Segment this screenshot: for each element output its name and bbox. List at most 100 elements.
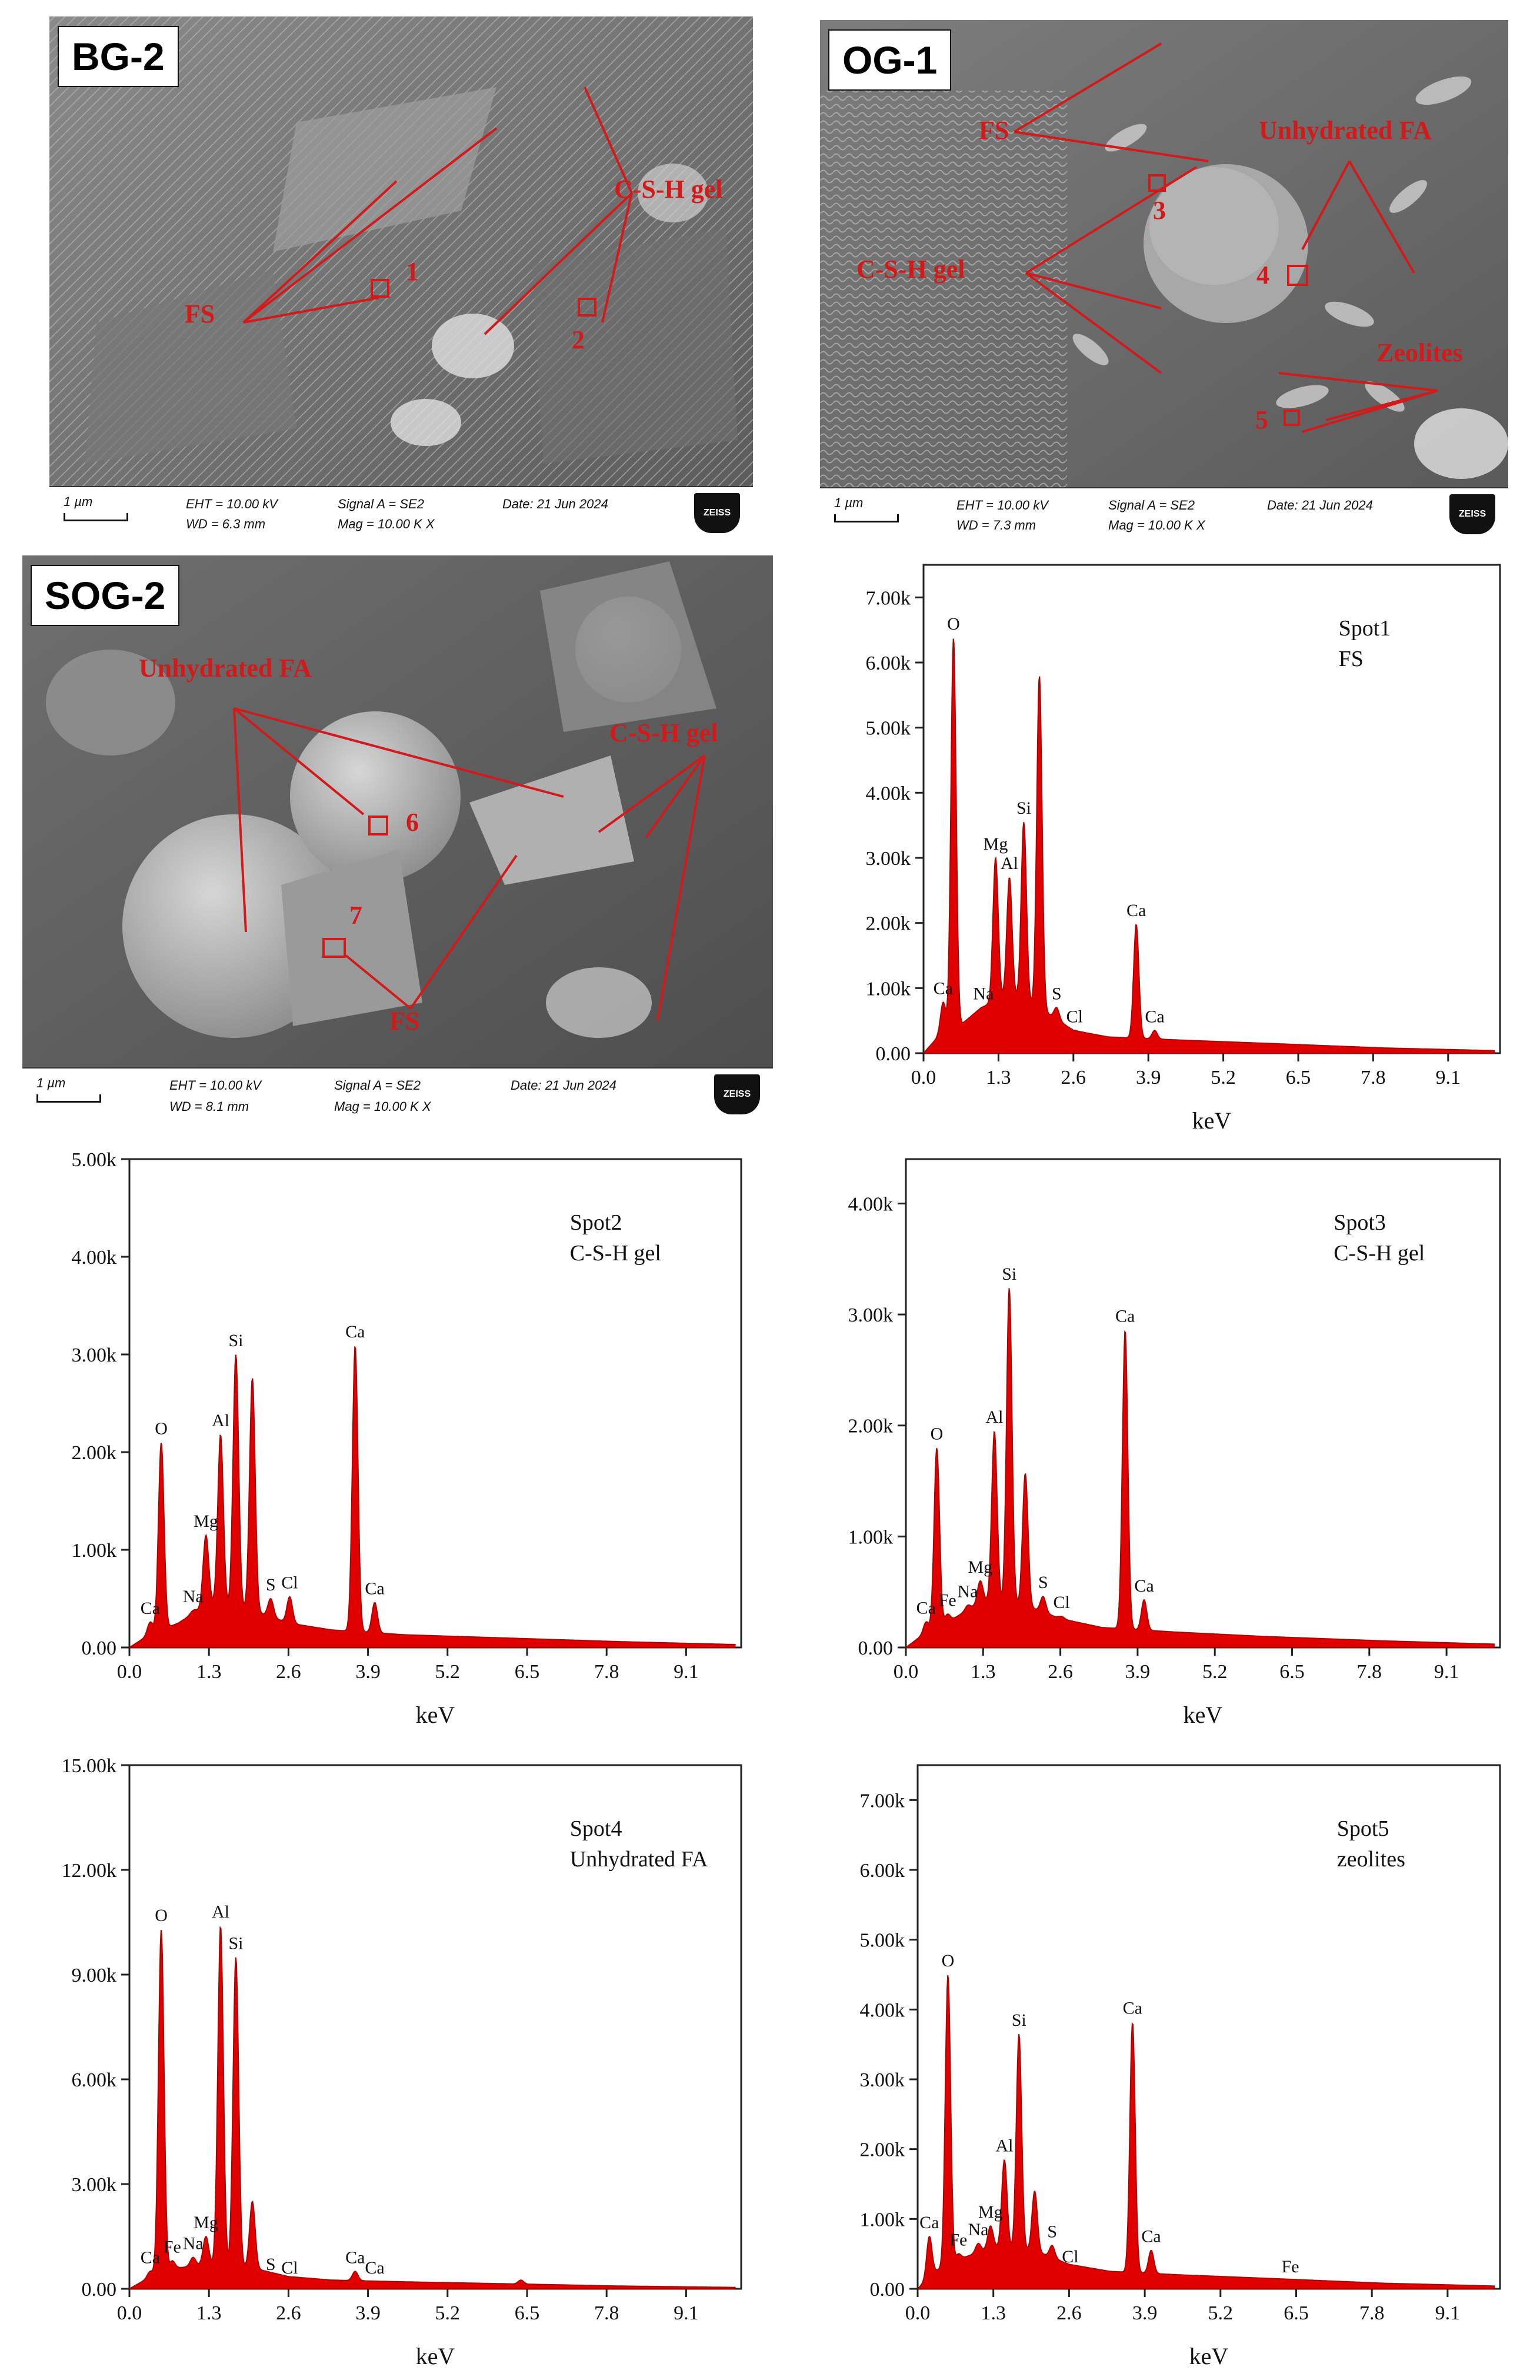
spectrum-area	[922, 638, 1495, 1054]
date-value: Date: 21 Jun 2024	[511, 1078, 616, 1093]
x-axis-label: keV	[1184, 1702, 1223, 1728]
x-tick-label: 0.0	[117, 2302, 142, 2324]
x-tick-label: 0.0	[911, 1067, 936, 1089]
x-tick-label: 1.3	[196, 1661, 222, 1683]
peak-label-al: Al	[212, 1902, 229, 1922]
chart-subtitle: FS	[1339, 647, 1364, 671]
y-tick-label: 2.00k	[72, 1442, 117, 1464]
x-tick-label: 3.9	[355, 2302, 381, 2324]
x-tick-label: 1.3	[986, 1067, 1011, 1089]
x-tick-label: 7.8	[594, 2302, 619, 2324]
y-tick-label: 3.00k	[848, 1304, 894, 1326]
eht-value: EHT = 10.00 kV	[169, 1078, 261, 1093]
peak-label-na: Na	[958, 1582, 978, 1601]
scale-bar	[36, 1094, 101, 1103]
spot-number-6: 6	[406, 808, 419, 837]
spot-number-5: 5	[1255, 405, 1268, 434]
spot-number-2: 2	[572, 325, 585, 354]
peak-label-mg: Mg	[968, 1557, 992, 1577]
annotation-fs: FS	[185, 299, 215, 328]
spectrum-area	[904, 1288, 1495, 1648]
peak-label-ca: Ca	[934, 979, 953, 998]
x-tick-label: 3.9	[355, 1661, 381, 1683]
chart-subtitle: Unhydrated FA	[570, 1847, 708, 1872]
annotation-unhydrated-fa: Unhydrated FA	[139, 654, 312, 683]
sem-panel-sog2: SOG-2 Unhydrated FA C-S-H gel FS 6 7 1 µ…	[22, 555, 773, 1126]
eds-chart: 0.0 1.3 2.6 3.9 5.2 6.5 7.8 9.1 0.00 1.00k 2.00k 3.…	[72, 1149, 742, 1728]
x-tick-label: 2.6	[276, 2302, 301, 2324]
peak-label-ca: Ca	[919, 2213, 939, 2232]
eds-spectrum-spot1: 0.0 1.3 2.6 3.9 5.2 6.5 7.8 9.1 0.00 1.00k 2.00k 3.…	[812, 547, 1524, 1141]
x-axis-label: keV	[416, 1702, 455, 1728]
y-tick-label: 3.00k	[866, 848, 911, 870]
signal-value: Signal A = SE2	[1108, 498, 1195, 512]
x-axis-label: keV	[1189, 2343, 1229, 2369]
y-tick-label: 0.00	[858, 1637, 894, 1659]
peak-label-fe: Fe	[949, 2231, 967, 2250]
x-tick-label: 2.6	[1056, 2302, 1082, 2324]
x-tick-label: 9.1	[1435, 2302, 1461, 2324]
eds-spectrum-spot3: 0.0 1.3 2.6 3.9 5.2 6.5 7.8 9.1 0.00 1.00k 2.00k 3.…	[794, 1141, 1524, 1736]
y-tick-label: 15.00k	[62, 1755, 117, 1777]
x-tick-label: 2.6	[1048, 1661, 1073, 1683]
peak-label-ca: Ca	[916, 1599, 936, 1618]
peak-label-ca: Ca	[365, 1579, 384, 1599]
peak-label-fe: Fe	[939, 1590, 956, 1610]
eds-spectrum-spot4: 0.0 1.3 2.6 3.9 5.2 6.5 7.8 9.1 0.00 3.00k 6.00k 9.…	[18, 1747, 765, 2377]
sem-micrograph	[820, 20, 1508, 488]
peak-label-na: Na	[968, 2220, 988, 2239]
y-tick-label: 9.00k	[72, 1965, 117, 1986]
annotation-fs: FS	[389, 1007, 420, 1036]
peak-label-si: Si	[1002, 1264, 1016, 1284]
signal-value: Signal A = SE2	[334, 1078, 421, 1093]
x-tick-label: 6.5	[515, 1661, 540, 1683]
peak-label-ca: Ca	[345, 2248, 365, 2267]
peak-label-ca: Ca	[141, 1599, 160, 1618]
peak-label-s: S	[1052, 984, 1062, 1004]
scale-bar	[64, 513, 128, 521]
annotation-csh-gel: C-S-H gel	[856, 255, 965, 284]
x-tick-label: 7.8	[594, 1661, 619, 1683]
spot-number-7: 7	[349, 901, 362, 930]
x-tick-label: 0.0	[905, 2302, 931, 2324]
y-tick-label: 5.00k	[72, 1149, 117, 1171]
eds-chart: 0.0 1.3 2.6 3.9 5.2 6.5 7.8 9.1 0.00 1.00k 2.00k 3.…	[848, 1158, 1501, 1728]
y-tick-label: 7.00k	[860, 1790, 905, 1812]
eds-chart: 0.0 1.3 2.6 3.9 5.2 6.5 7.8 9.1 0.00 1.00k 2.00k 3.…	[860, 1764, 1501, 2369]
peak-label-cl: Cl	[1062, 2247, 1078, 2266]
y-tick-label: 3.00k	[72, 2174, 117, 2196]
x-tick-label: 6.5	[1284, 2302, 1309, 2324]
annotation-unhydrated-fa: Unhydrated FA	[1259, 116, 1432, 145]
x-tick-label: 9.1	[674, 2302, 699, 2324]
x-tick-label: 9.1	[1436, 1067, 1461, 1089]
y-tick-label: 7.00k	[866, 587, 911, 609]
sem-micrograph	[49, 16, 753, 487]
peak-label-mg: Mg	[984, 834, 1008, 854]
y-tick-label: 0.00	[876, 1043, 911, 1065]
zeiss-logo: ZEISS	[694, 493, 740, 533]
date-value: Date: 21 Jun 2024	[502, 497, 608, 511]
x-tick-label: 0.0	[894, 1661, 919, 1683]
eds-spectrum-spot5: 0.0 1.3 2.6 3.9 5.2 6.5 7.8 9.1 0.00 1.00k 2.00k 3.…	[806, 1747, 1524, 2377]
mag-value: Mag = 10.00 K X	[334, 1099, 431, 1114]
peak-label-na: Na	[183, 1587, 204, 1606]
y-tick-label: 6.00k	[72, 2069, 117, 2091]
peak-label-s: S	[1038, 1573, 1048, 1592]
peak-label-o: O	[931, 1424, 944, 1443]
spot-number-3: 3	[1153, 196, 1166, 225]
scale-bar-label: 1 µm	[64, 494, 93, 509]
wd-value: WD = 8.1 mm	[169, 1099, 249, 1114]
peak-label-fe: Fe	[164, 2238, 181, 2257]
peak-label-mg: Mg	[978, 2202, 1003, 2222]
spot-number-1: 1	[406, 257, 419, 286]
zeiss-logo: ZEISS	[1449, 494, 1495, 534]
peak-label-s: S	[1047, 2222, 1057, 2241]
mag-value: Mag = 10.00 K X	[1108, 518, 1205, 532]
peak-label-o: O	[947, 614, 960, 634]
y-tick-label: 6.00k	[866, 653, 911, 674]
x-tick-label: 3.9	[1136, 1067, 1161, 1089]
peak-label-mg: Mg	[194, 1512, 218, 1531]
spectrum-area	[127, 1926, 736, 2289]
zeiss-logo: ZEISS	[714, 1074, 760, 1114]
sem-info-bar: 1 µm EHT = 10.00 kV WD = 6.3 mm Signal A…	[49, 486, 753, 539]
